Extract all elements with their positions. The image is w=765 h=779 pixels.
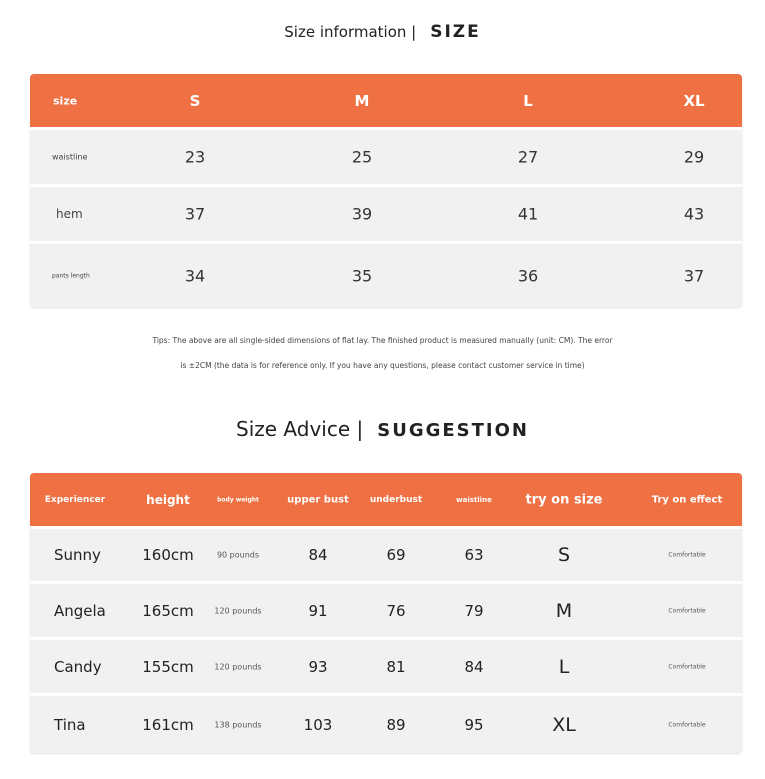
title-en: SIZE [430, 22, 481, 42]
cell-value: 37 [184, 204, 206, 224]
cell-value: Comfortable [668, 551, 706, 559]
header-cell: M [354, 91, 370, 110]
size-table: size S M L XL waistline 23 25 27 29 hem 37 39 41 43 pan… [30, 74, 742, 307]
table-row: waistline 23 25 27 29 [30, 127, 742, 184]
cell-value: 165cm [142, 601, 194, 620]
cell-value: Angela [54, 601, 106, 620]
cell-value: 93 [308, 657, 328, 676]
cell-value: L [558, 655, 570, 678]
advice-table: Experiencer height body weight upper bust un… [30, 473, 742, 753]
header-cell: try on size [525, 492, 603, 507]
cell-value: 34 [184, 266, 206, 285]
header-cell: waistline [456, 495, 492, 504]
cell-value: 43 [683, 204, 705, 224]
cell-value: XL [552, 713, 576, 736]
table-row: Candy 155cm 120 pounds 93 81 84 L Comfortable [30, 637, 742, 693]
cell-value: M [555, 599, 573, 622]
cell-value: 79 [464, 601, 484, 620]
cell-value: 36 [517, 266, 539, 285]
header-cell: XL [683, 91, 705, 110]
header-cell: size [53, 94, 78, 107]
cell-value: 37 [683, 266, 705, 285]
row-label: waistline [52, 152, 88, 162]
cell-value: 95 [464, 715, 484, 734]
cell-value: 160cm [142, 546, 194, 564]
cell-value: 25 [351, 147, 373, 167]
size-info-title: Size information | SIZE [0, 22, 765, 42]
cell-value: 84 [464, 657, 484, 676]
table-row: hem 37 39 41 43 [30, 184, 742, 241]
cell-value: 63 [464, 546, 484, 564]
cell-value: Tina [54, 715, 86, 734]
header-cell: underbust [369, 494, 423, 505]
cell-value: 84 [308, 546, 328, 564]
header-cell: height [146, 492, 190, 507]
table-row: Sunny 160cm 90 pounds 84 69 63 S Comfortable [30, 526, 742, 581]
title-text: Size information | [284, 23, 417, 41]
cell-value: 120 pounds [214, 606, 262, 615]
cell-value: Comfortable [668, 721, 706, 728]
cell-value: Comfortable [668, 663, 706, 670]
cell-value: 90 pounds [216, 550, 260, 560]
cell-value: 81 [386, 657, 406, 676]
cell-value: 29 [683, 147, 705, 167]
title-en: SUGGESTION [377, 420, 529, 441]
tips-line-1: Tips: The above are all single-sided dim… [152, 336, 613, 345]
cell-value: 35 [351, 266, 373, 285]
title-text: Size Advice | [236, 417, 364, 441]
size-advice-title: Size Advice | SUGGESTION [0, 417, 765, 441]
table-header: size S M L XL [30, 74, 742, 127]
header-cell: body weight [217, 496, 259, 503]
header-cell: upper bust [287, 494, 349, 505]
table-row: Tina 161cm 138 pounds 103 89 95 XL Comfortable [30, 693, 742, 753]
cell-value: 69 [386, 546, 406, 564]
cell-value: 120 pounds [214, 662, 262, 671]
header-cell: S [189, 91, 201, 110]
cell-value: 41 [517, 204, 539, 224]
table-row: pants length 34 35 36 37 [30, 241, 742, 307]
cell-value: 103 [303, 715, 333, 734]
cell-value: 138 pounds [214, 720, 262, 729]
tips-line-2: is ±2CM (the data is for reference only.… [180, 361, 585, 370]
cell-value: 161cm [142, 715, 194, 734]
cell-value: 23 [184, 147, 206, 167]
row-label: hem [56, 207, 83, 221]
cell-value: Sunny [54, 546, 101, 564]
cell-value: 39 [351, 204, 373, 224]
header-cell: Experiencer [44, 494, 106, 505]
cell-value: 76 [386, 601, 406, 620]
cell-value: 155cm [142, 657, 194, 676]
cell-value: Candy [54, 657, 102, 676]
cell-value: 91 [308, 601, 328, 620]
row-label: pants length [52, 272, 90, 279]
table-row: Angela 165cm 120 pounds 91 76 79 M Comfortable [30, 581, 742, 637]
header-cell: Try on effect [651, 494, 723, 505]
table-header: Experiencer height body weight upper bust un… [30, 473, 742, 526]
cell-value: 27 [517, 147, 539, 167]
cell-value: Comfortable [668, 607, 706, 614]
cell-value: 89 [386, 715, 406, 734]
cell-value: S [557, 544, 571, 566]
header-cell: L [523, 91, 533, 110]
